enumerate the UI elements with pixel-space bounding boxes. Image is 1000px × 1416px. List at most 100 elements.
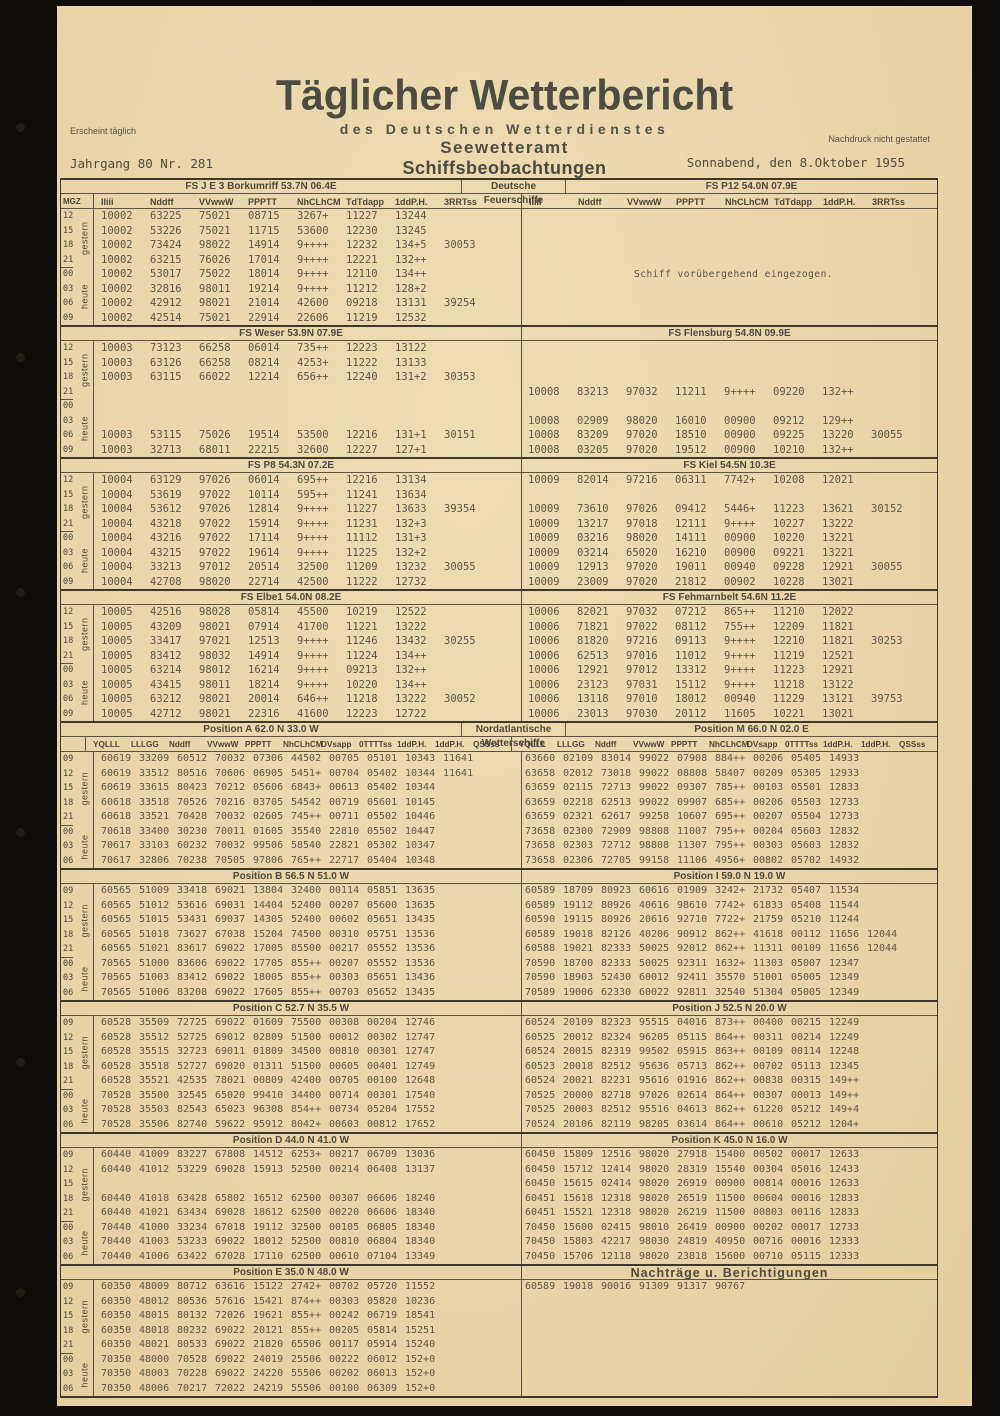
time-label: 21 [63,1340,74,1350]
data-cell: 99158 [639,854,670,866]
data-cell: 51018 [139,928,170,940]
data-cell: 97022 [199,532,231,544]
data-cell: 862++ [715,1104,746,1115]
data-cell: 10006 [528,620,560,633]
data-cell: 54542 [291,796,322,808]
section-band: FS Elbe1 54.0N 08.2E FS Fehmarnbelt 54.6N… [61,591,937,605]
table-row: 70528 35506 82740 59622 95912 8042+ 00603 00812… [94,1118,521,1133]
data-cell: 10447 [405,825,436,837]
time-label: 21 [63,1208,74,1218]
data-cell: 60012 [639,972,670,983]
data-cell: 11244 [829,914,860,925]
data-cell: 10220 [346,678,378,691]
data-cell: 13217 [577,517,609,530]
data-cell: 05101 [367,753,398,764]
table-row: 63659 02218 62513 99022 09907 685++ 00206 05503… [522,796,937,811]
data-cell: 12633 [829,1178,860,1189]
data-cell: 40616 [639,899,670,911]
data-cell: 10002 [101,253,133,266]
data-cell: 12248 [829,1046,860,1057]
section-title: FS Weser 53.9N 07.9E [239,328,343,339]
data-cell: 08112 [675,620,707,633]
column-header: DVsapp [747,740,778,749]
data-cell: 99502 [639,1046,670,1057]
column-header: IIiii [529,197,542,207]
day-label-gestern: gestern [79,903,90,938]
data-cell: 13137 [405,1163,436,1175]
data-cell: 10009 [528,517,560,530]
table-row: 10004 53619 97022 10114 595++ 11241 13634 [94,488,521,503]
data-cell: 11106 [677,854,708,866]
data-cell: 02614 [677,1089,708,1101]
data-cell: 00242 [329,1310,360,1321]
data-cell: 17652 [405,1118,436,1130]
data-cell: 10002 [101,282,133,295]
data-cell: 42217 [601,1236,632,1247]
data-cell: 97022 [199,517,231,530]
data-cell: 30253 [871,635,903,647]
data-cell: 82319 [601,1046,632,1057]
data-cell: 12209 [773,620,805,633]
data-cell: 00610 [753,1118,784,1130]
table-row: 60450 15712 12414 98020 28319 15540 00304 05016… [522,1163,937,1178]
data-cell: 06709 [367,1149,398,1160]
data-cell: 10347 [405,840,436,851]
data-cell: 11303 [753,957,784,969]
data-cell: 17605 [253,986,284,998]
data-cell: 09225 [773,429,805,441]
day-label-gestern: gestern [79,221,90,255]
data-cell: 70617 [101,840,132,851]
data-cell: 13021 [822,707,854,720]
data-cell: 15540 [715,1163,746,1175]
data-cell: 00710 [753,1250,784,1262]
data-cell: 70565 [101,986,132,998]
data-cell: 00100 [329,1382,360,1394]
section-band: Position A 62.0 N 33.0 W Nordatlantische … [61,723,937,749]
data-cell: 42708 [150,575,182,588]
data-cell: 15618 [563,1192,594,1204]
table-row: 60565 51018 73627 67038 15204 74500 00310 05751… [94,928,521,943]
table-row: 73658 02300 72909 98808 11007 795++ 00204 05603… [522,825,937,840]
data-cell: 05915 [677,1046,708,1057]
data-cell: 134+5 [395,239,427,251]
data-cell: 05720 [367,1281,398,1292]
section-title: Position D 44.0 N 41.0 W [232,1135,350,1146]
data-cell: 15706 [563,1250,594,1262]
data-cell: 10005 [101,606,133,618]
data-cell: 10220 [773,532,805,544]
data-cell: 98020 [639,1178,670,1189]
data-cell: 97026 [199,474,231,486]
data-cell: 21820 [253,1339,284,1350]
data-cell: 03214 [577,546,609,559]
data-cell: 63422 [177,1250,208,1262]
column-header: YQLLL [93,740,120,749]
column-header: 3RRTss [444,197,477,207]
data-cell: 43415 [150,678,182,691]
time-label: 21 [63,518,74,529]
data-cell: 765++ [291,854,322,866]
data-cell: 13435 [405,914,436,925]
time-label: 18 [63,797,74,808]
time-label: 09 [63,1282,74,1292]
data-cell: 129++ [822,414,854,427]
data-cell: 66258 [199,356,231,369]
data-cell: 41600 [297,707,329,720]
data-cell: 12333 [829,1250,860,1262]
data-cell: 02414 [601,1178,632,1189]
data-cell: 10228 [773,575,805,588]
data-cell: 132+3 [395,517,427,530]
data-cell: 80516 [177,767,208,779]
data-cell: 12921 [822,561,854,573]
table-row: 10009 82014 97216 06311 7742+ 10208 12021 [522,473,937,488]
data-cell: 60619 [101,753,132,764]
data-cell: 70617 [101,854,132,866]
data-cell: 12223 [346,342,378,354]
data-cell: 862++ [715,1060,746,1072]
data-cell: 53233 [177,1236,208,1247]
data-cell: 83412 [150,649,182,662]
column-header: 0TTTTss [785,740,819,749]
data-cell: 33518 [139,796,170,808]
data-cell: 128+2 [395,282,427,295]
data-cell: 69028 [215,1163,246,1175]
data-cell: 10002 [101,224,133,237]
